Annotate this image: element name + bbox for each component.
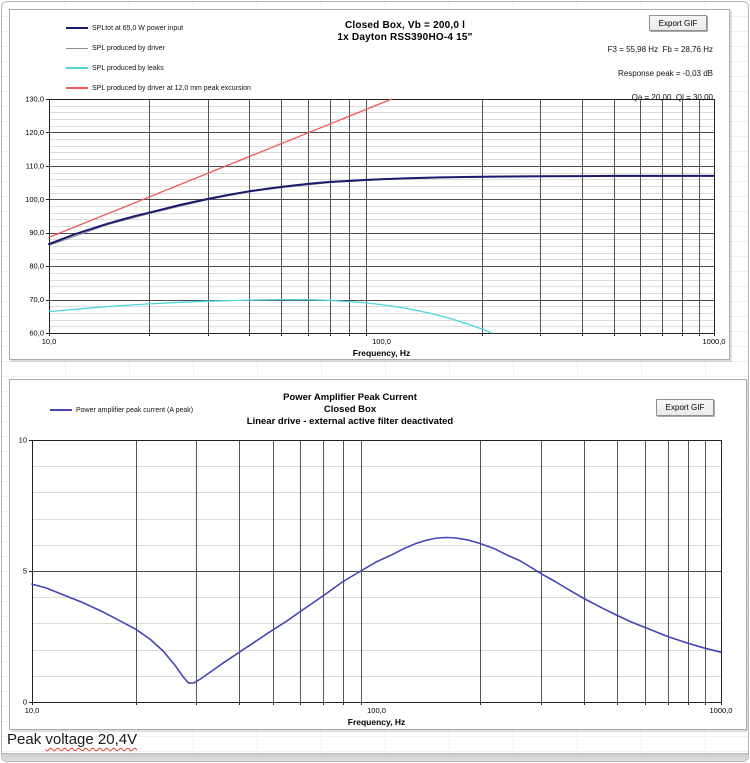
svg-text:100,0: 100,0 <box>367 706 386 715</box>
legend-label: SPL produced by driver <box>92 44 165 52</box>
legend-label: SPLtot at 65,0 W power input <box>92 24 184 32</box>
svg-text:1000,0: 1000,0 <box>710 706 733 715</box>
legend-label: SPL produced by leaks <box>92 64 164 72</box>
chart-title-line: Linear drive - external active filter de… <box>246 416 454 427</box>
current-plot: 10 5 010,0 100,0 1000,0 Frequency, Hz <box>19 436 733 728</box>
svg-text:80,0: 80,0 <box>29 262 44 271</box>
legend-line-icon <box>50 409 72 411</box>
svg-text:Frequency, Hz: Frequency, Hz <box>348 717 405 727</box>
legend-line-icon <box>66 87 88 89</box>
spellcheck-flagged-text: voltage 20,4V <box>45 731 138 748</box>
svg-text:120,0: 120,0 <box>25 128 44 137</box>
stat-line: Response peak = -0,03 dB <box>618 69 713 78</box>
chart-title: Power Amplifier Peak Current Closed Box … <box>150 392 550 428</box>
legend-item: SPL produced by driver at 12,0 mm peak e… <box>66 78 251 98</box>
chart-title-line: Closed Box <box>323 404 377 415</box>
spl-chart-legend: SPLtot at 65,0 W power input SPL produce… <box>66 18 251 98</box>
chart-title-line: 1x Dayton RSS390HO-4 15" <box>337 32 473 43</box>
chart-title: Closed Box, Vb = 200,0 l 1x Dayton RSS39… <box>210 20 600 44</box>
export-gif-button[interactable]: Export GIF <box>649 15 707 31</box>
legend-item: SPL produced by driver <box>66 38 251 58</box>
peak-voltage-note: Peak voltage 20,4V <box>7 731 137 748</box>
legend-item: SPLtot at 65,0 W power input <box>66 18 251 38</box>
svg-text:130,0: 130,0 <box>25 95 44 104</box>
svg-text:0: 0 <box>23 698 27 707</box>
peak-voltage-text: Peak <box>7 731 46 748</box>
legend-item: Power amplifier peak current (A peak) <box>50 402 193 418</box>
svg-text:Frequency, Hz: Frequency, Hz <box>353 348 410 358</box>
svg-text:10: 10 <box>19 436 27 445</box>
svg-text:90,0: 90,0 <box>29 228 44 237</box>
svg-text:1000,0: 1000,0 <box>703 337 726 346</box>
legend-line-icon <box>66 27 88 29</box>
spl-plot: 130,0 120,0 110,0 100,0 90,0 80,0 70,0 60,010,0… <box>25 95 726 359</box>
svg-text:70,0: 70,0 <box>29 295 44 304</box>
svg-text:10,0: 10,0 <box>25 706 40 715</box>
svg-text:100,0: 100,0 <box>25 195 44 204</box>
legend-label: SPL produced by driver at 12,0 mm peak e… <box>92 84 251 92</box>
stat-line: Qa = 20,00 Ql = 30,00 <box>631 93 713 102</box>
svg-text:60,0: 60,0 <box>29 329 44 338</box>
current-chart-legend: Power amplifier peak current (A peak) <box>50 402 193 418</box>
chart-title-line: Closed Box, Vb = 200,0 l <box>344 20 466 31</box>
chart-stats: F3 = 55,98 Hz Fb = 28,76 Hz Response pea… <box>608 38 713 110</box>
legend-line-icon <box>66 67 88 69</box>
svg-text:100,0: 100,0 <box>372 337 391 346</box>
svg-text:10,0: 10,0 <box>42 337 57 346</box>
current-chart-panel: 10 5 0 10,0 100,0 1000,0 Frequency, Hz Power a… <box>9 379 747 730</box>
svg-text:110,0: 110,0 <box>26 161 44 170</box>
chart-title-line: Power Amplifier Peak Current <box>283 392 417 403</box>
spl-chart-panel: 130,0 120,0 110,0 100,0 90,0 80,0 70,0 60,0 10,0… <box>9 9 730 360</box>
frame-bottom-edge <box>2 753 748 761</box>
stat-line: F3 = 55,98 Hz Fb = 28,76 Hz <box>607 45 713 54</box>
legend-item: SPL produced by leaks <box>66 58 251 78</box>
svg-text:5: 5 <box>23 567 27 576</box>
legend-line-icon <box>66 47 88 49</box>
legend-label: Power amplifier peak current (A peak) <box>76 406 194 414</box>
export-gif-button[interactable]: Export GIF <box>656 399 714 416</box>
